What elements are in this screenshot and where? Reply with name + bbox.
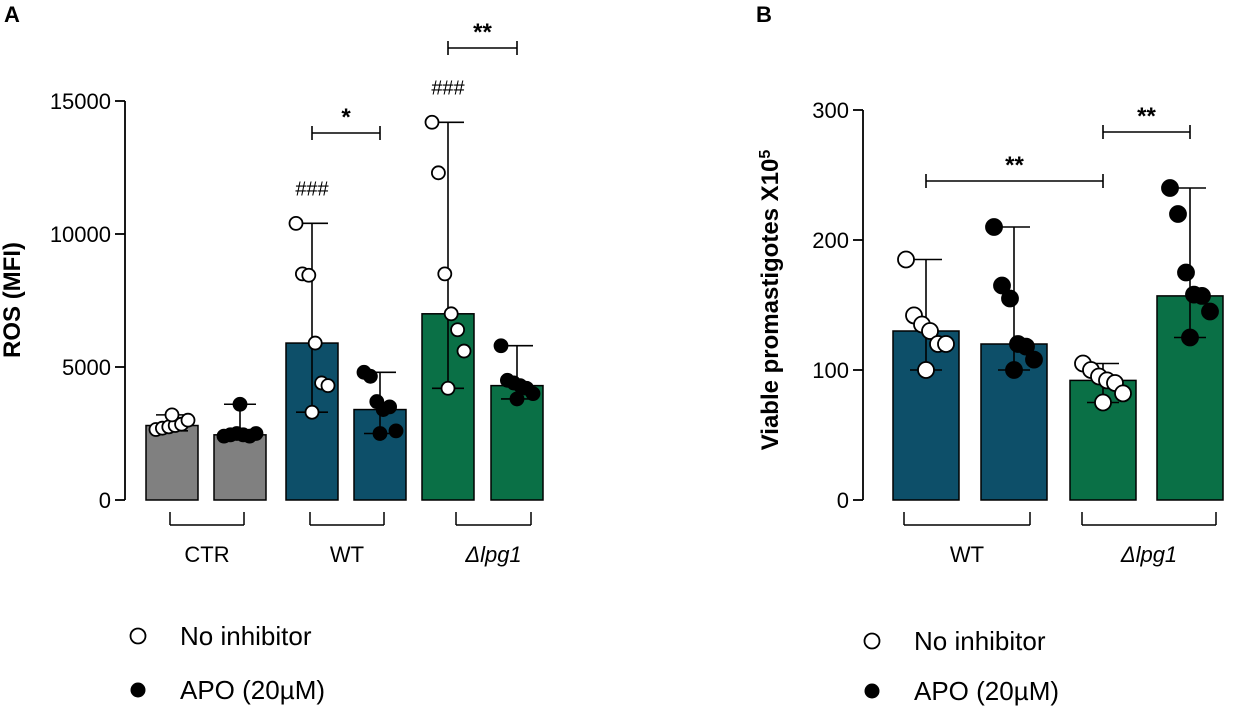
panel-label-a: A (4, 2, 20, 27)
group-label: WT (950, 542, 984, 567)
data-point (1177, 263, 1195, 282)
significance-label: ** (473, 19, 492, 46)
significance-label: ** (1005, 152, 1024, 179)
annotation-hash: ### (431, 77, 465, 99)
data-point (1161, 179, 1179, 197)
data-point (493, 338, 509, 354)
y-axis-label: ROS (MFI) (0, 242, 26, 358)
y-tick-label: 100 (812, 358, 849, 383)
data-point (288, 215, 304, 231)
data-point (993, 276, 1011, 295)
data-point (388, 423, 404, 439)
data-point (382, 399, 398, 415)
data-point (437, 266, 453, 282)
data-point (307, 335, 323, 351)
significance-label: ** (1137, 103, 1156, 130)
legend-open-label: No inhibitor (180, 621, 312, 651)
group-label: Δlpg1 (464, 542, 521, 567)
bar (145, 424, 199, 501)
y-tick-label: 200 (812, 228, 849, 253)
data-point (430, 165, 446, 181)
chart-panel-b: 0 100 200 300 Viable promastigotes X105 WT Δlp… (757, 98, 1224, 567)
data-point (897, 250, 915, 269)
group-label: WT (330, 542, 364, 567)
data-point (985, 218, 1003, 236)
significance-label: * (341, 104, 351, 131)
data-point (443, 306, 459, 322)
data-point (372, 426, 388, 441)
data-point (304, 404, 320, 420)
data-point (1094, 393, 1112, 412)
legend-a: No inhibitor APO (20µM) (129, 621, 325, 705)
y-tick-label: 300 (812, 98, 849, 123)
data-point (424, 114, 440, 130)
legend-open-marker (129, 627, 147, 645)
y-tick-label: 0 (837, 488, 849, 513)
legend-open-marker (863, 632, 881, 650)
data-point (320, 378, 336, 394)
data-point (164, 407, 180, 423)
data-point (362, 368, 378, 384)
data-point (1201, 302, 1219, 321)
chart-panel-a: 0 5000 10000 15000 ROS (MFI) CTR WT Δlpg1 ### ###… (0, 19, 544, 567)
y-tick-label: 5000 (62, 355, 111, 380)
data-point (1169, 205, 1187, 223)
legend-filled-label: APO (20µM) (914, 676, 1059, 706)
y-tick-label: 0 (99, 488, 111, 513)
data-point (248, 426, 264, 441)
data-point (456, 343, 472, 359)
data-point (917, 361, 935, 379)
y-tick-label: 15000 (50, 89, 111, 114)
data-point (525, 386, 541, 402)
data-point (440, 380, 456, 396)
data-point (1181, 328, 1199, 347)
y-axis-label: Viable promastigotes X105 (757, 150, 785, 451)
panel-label-b: B (756, 2, 772, 27)
group-label: CTR (184, 542, 229, 567)
data-point (180, 412, 196, 428)
legend-filled-marker (864, 683, 880, 699)
data-point (232, 396, 248, 412)
bar (213, 434, 267, 501)
group-label: Δlpg1 (1120, 542, 1177, 567)
legend-filled-label: APO (20µM) (180, 675, 325, 705)
data-point (1025, 350, 1043, 369)
data-point (921, 322, 939, 340)
data-point (509, 391, 525, 407)
legend-open-label: No inhibitor (914, 626, 1046, 656)
data-point (1193, 286, 1211, 305)
legend-b: No inhibitor APO (20µM) (863, 626, 1059, 706)
y-tick-label: 10000 (50, 222, 111, 247)
data-point (301, 267, 317, 283)
annotation-hash: ### (295, 178, 329, 200)
y-axis-label-exponent: 5 (757, 150, 774, 159)
data-point (1005, 361, 1023, 379)
data-point (1114, 384, 1132, 403)
data-point (937, 335, 955, 353)
legend-filled-marker (130, 682, 146, 698)
data-point (450, 322, 466, 338)
data-point (1001, 289, 1019, 308)
data-point (1017, 337, 1035, 356)
